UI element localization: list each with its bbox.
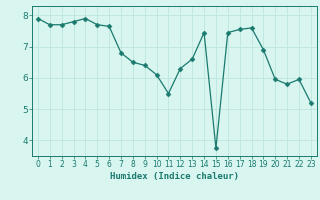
X-axis label: Humidex (Indice chaleur): Humidex (Indice chaleur): [110, 172, 239, 181]
